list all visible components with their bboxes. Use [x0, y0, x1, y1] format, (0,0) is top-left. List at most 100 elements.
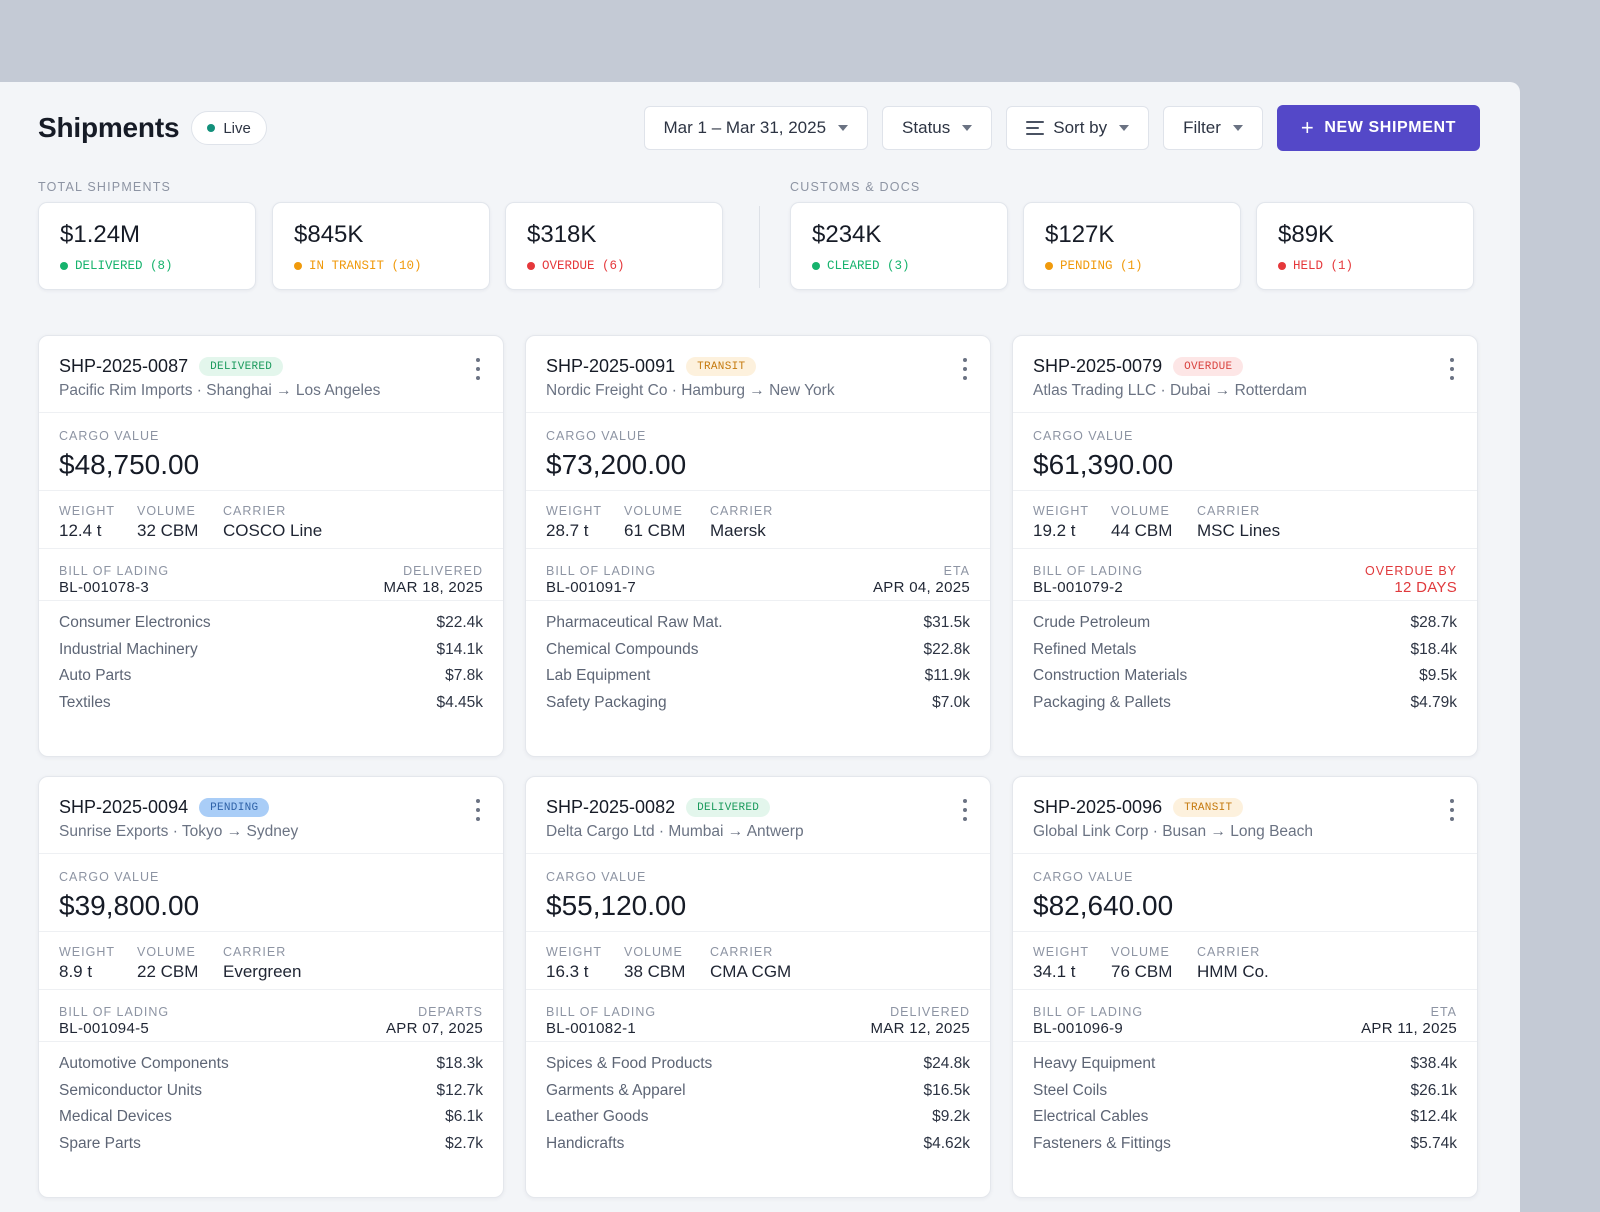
carrier-label: CARRIER — [710, 504, 774, 518]
cargo-item-name: Refined Metals — [1033, 640, 1137, 658]
card-header: SHP-2025-0091 TRANSIT Nordic Freight Co · … — [546, 356, 970, 400]
date-label: DELIVERED — [890, 1005, 970, 1019]
stat-label-text: HELD (1) — [1293, 259, 1354, 273]
more-options-icon[interactable] — [1447, 358, 1457, 380]
shipment-card[interactable]: SHP-2025-0094 PENDING Sunrise Exports · To… — [38, 776, 504, 1198]
cargo-value: $39,800.00 — [59, 890, 200, 921]
status-badge: TRANSIT — [1173, 798, 1244, 817]
summary-stat-card[interactable]: $89K HELD (1) — [1256, 202, 1474, 290]
date-value: APR 07, 2025 — [386, 1020, 483, 1037]
shipment-id: SHP-2025-0079 — [1033, 356, 1163, 376]
weight-spec: WEIGHT 28.7 t — [546, 504, 624, 541]
stat-label-text: DELIVERED (8) — [75, 259, 173, 273]
cargo-line-item: Electrical Cables $12.4k — [1033, 1108, 1457, 1135]
shipment-route: Delta Cargo Ltd · Mumbai → Antwerp — [546, 823, 804, 840]
shipment-card[interactable]: SHP-2025-0079 OVERDUE Atlas Trading LLC · … — [1012, 335, 1478, 757]
bol-label: BILL OF LADING — [546, 1005, 657, 1019]
new-shipment-button[interactable]: + NEW SHIPMENT — [1276, 105, 1480, 151]
shipment-card[interactable]: SHP-2025-0096 TRANSIT Global Link Corp · B… — [1012, 776, 1478, 1198]
card-header: SHP-2025-0087 DELIVERED Pacific Rim Import… — [59, 356, 483, 400]
bol-number: BL-001091-7 — [546, 579, 637, 596]
status-badge: DELIVERED — [199, 357, 284, 376]
cargo-item-name: Industrial Machinery — [59, 640, 198, 658]
cargo-item-price: $18.3k — [436, 1055, 483, 1072]
carrier-label: CARRIER — [710, 945, 774, 959]
cargo-line-item: Construction Materials $9.5k — [1033, 667, 1457, 694]
cargo-item-price: $38.4k — [1410, 1055, 1457, 1072]
divider — [526, 989, 990, 990]
shipment-card[interactable]: SHP-2025-0087 DELIVERED Pacific Rim Import… — [38, 335, 504, 757]
more-options-icon[interactable] — [1447, 799, 1457, 821]
caret-down-icon — [1119, 125, 1130, 131]
status-dot-icon — [60, 262, 68, 270]
carrier-label: CARRIER — [1197, 945, 1261, 959]
volume-label: VOLUME — [137, 945, 196, 959]
carrier-value: Maersk — [710, 521, 766, 540]
status-dot-icon — [1278, 262, 1286, 270]
summary-stat-card[interactable]: $1.24M DELIVERED (8) — [38, 202, 256, 290]
cargo-item-name: Safety Packaging — [546, 693, 667, 711]
cargo-line-item: Refined Metals $18.4k — [1033, 641, 1457, 668]
date-label: ETA — [943, 564, 970, 578]
summary-stat-card[interactable]: $318K OVERDUE (6) — [505, 202, 723, 290]
divider — [39, 600, 503, 601]
shipment-specs: WEIGHT 34.1 t VOLUME 76 CBM CARRIER HMM Co. — [1033, 945, 1269, 982]
cargo-item-name: Lab Equipment — [546, 667, 651, 684]
filter-dropdown[interactable]: Filter — [1163, 106, 1263, 150]
shipment-card[interactable]: SHP-2025-0082 DELIVERED Delta Cargo Ltd · … — [525, 776, 991, 1198]
more-options-icon[interactable] — [960, 358, 970, 380]
cargo-line-item: Handicrafts $4.62k — [546, 1135, 970, 1162]
cargo-value-label: CARGO VALUE — [59, 429, 160, 443]
volume-value: 38 CBM — [624, 962, 686, 981]
bol-label: BILL OF LADING — [546, 564, 657, 578]
cargo-line-item: Medical Devices $6.1k — [59, 1108, 483, 1135]
stat-amount: $318K — [527, 221, 597, 248]
carrier-spec: CARRIER Maersk — [710, 504, 773, 541]
date-range-dropdown[interactable]: Mar 1 – Mar 31, 2025 — [643, 106, 869, 150]
cargo-item-price: $24.8k — [923, 1055, 970, 1072]
volume-spec: VOLUME 38 CBM — [624, 945, 710, 982]
cargo-item-name: Pharmaceutical Raw Mat. — [546, 614, 723, 631]
cargo-item-price: $12.4k — [1410, 1108, 1457, 1125]
summary-stat-card[interactable]: $234K CLEARED (3) — [790, 202, 1008, 290]
more-options-icon[interactable] — [473, 799, 483, 821]
cargo-item-name: Auto Parts — [59, 667, 132, 684]
volume-spec: VOLUME 32 CBM — [137, 504, 223, 541]
sort-dropdown[interactable]: Sort by — [1006, 106, 1150, 150]
shipment-card[interactable]: SHP-2025-0091 TRANSIT Nordic Freight Co · … — [525, 335, 991, 757]
weight-value: 16.3 t — [546, 962, 589, 981]
cargo-line-item: Spare Parts $2.7k — [59, 1135, 483, 1162]
cargo-item-name: Chemical Compounds — [546, 640, 699, 658]
cargo-item-price: $14.1k — [436, 640, 483, 658]
bol-number: BL-001094-5 — [59, 1020, 150, 1037]
cargo-value: $55,120.00 — [546, 890, 687, 921]
status-badge: OVERDUE — [1173, 357, 1244, 376]
more-options-icon[interactable] — [473, 358, 483, 380]
volume-value: 32 CBM — [137, 521, 199, 540]
stat-amount: $1.24M — [60, 221, 141, 248]
divider — [39, 548, 503, 549]
carrier-label: CARRIER — [223, 945, 287, 959]
cargo-line-item: Safety Packaging $7.0k — [546, 694, 970, 721]
summary-stat-card[interactable]: $127K PENDING (1) — [1023, 202, 1241, 290]
cargo-item-name: Packaging & Pallets — [1033, 693, 1171, 711]
shipment-route: Pacific Rim Imports · Shanghai → Los Ang… — [59, 382, 381, 399]
bol-label: BILL OF LADING — [1033, 1005, 1144, 1019]
cargo-item-price: $22.4k — [436, 614, 483, 631]
filter-label: Filter — [1183, 118, 1221, 137]
caret-down-icon — [838, 125, 849, 131]
summary-stat-card[interactable]: $845K IN TRANSIT (10) — [272, 202, 490, 290]
cargo-item-price: $26.1k — [1410, 1081, 1457, 1099]
cargo-item-name: Handicrafts — [546, 1134, 625, 1152]
cargo-item-name: Consumer Electronics — [59, 614, 211, 631]
live-label: Live — [223, 119, 251, 137]
cargo-item-name: Spices & Food Products — [546, 1055, 713, 1072]
volume-value: 76 CBM — [1111, 962, 1173, 981]
cargo-item-price: $7.0k — [932, 693, 970, 711]
status-dropdown[interactable]: Status — [882, 106, 993, 150]
shipment-specs: WEIGHT 12.4 t VOLUME 32 CBM CARRIER COSCO Lin… — [59, 504, 322, 541]
carrier-value: CMA CGM — [710, 962, 792, 981]
cargo-item-price: $28.7k — [1410, 614, 1457, 631]
more-options-icon[interactable] — [960, 799, 970, 821]
volume-spec: VOLUME 44 CBM — [1111, 504, 1197, 541]
